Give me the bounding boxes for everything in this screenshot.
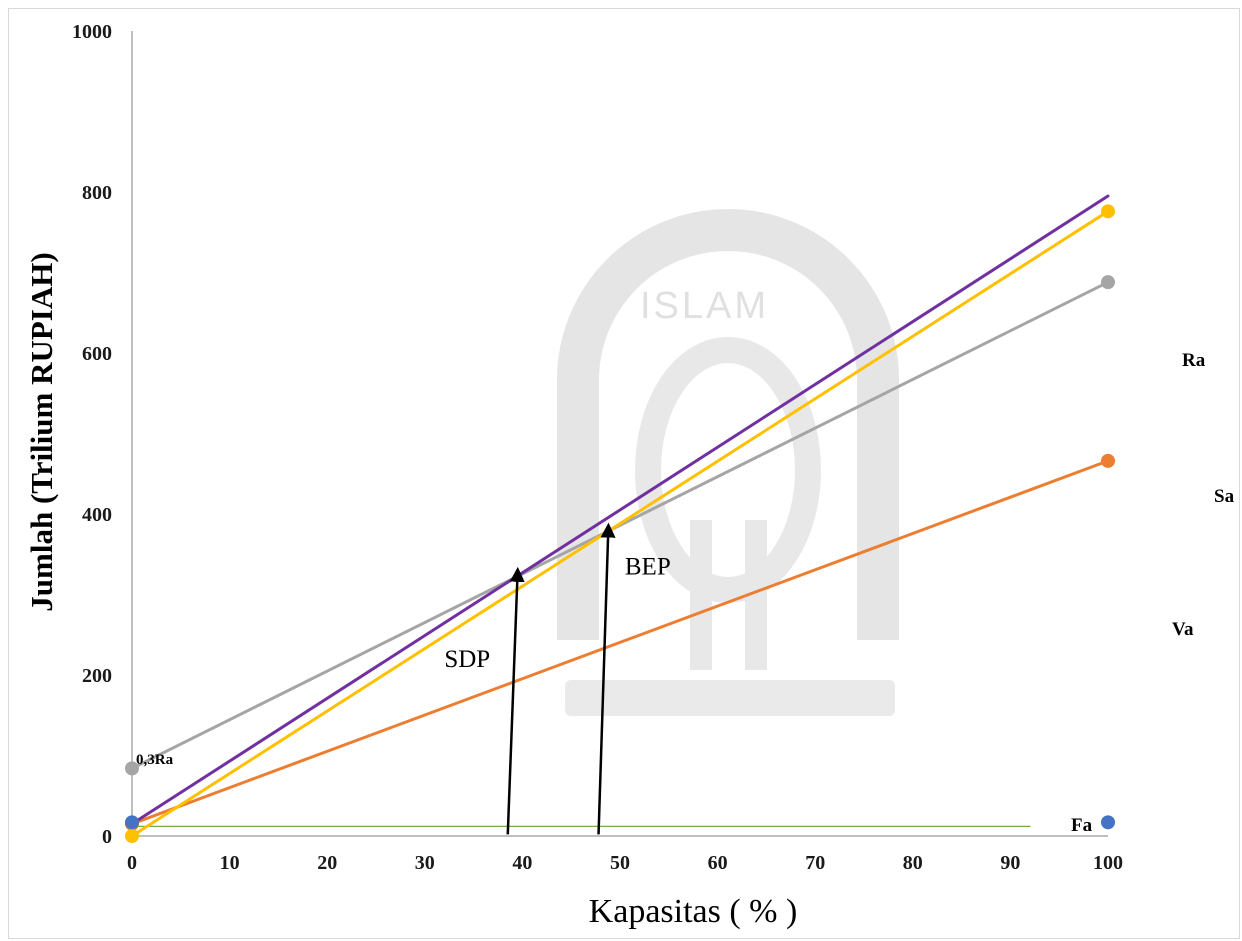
label-fa: Fa [1071,815,1093,836]
x-tick-label: 60 [708,852,728,874]
sdp-arrow [506,566,525,835]
label-0-3ra: 0,3Ra [136,752,174,768]
bep-label: BEP [625,553,671,580]
x-tick-label: 70 [805,852,825,874]
watermark-text: ISLAM [640,285,769,327]
y-tick-label: 200 [82,665,112,687]
sdp-label: SDP [444,646,490,673]
x-axis-title: Kapasitas ( % ) [589,893,798,930]
series-line-sa [130,209,1110,838]
watermark-emblem: ISLAM [557,209,899,716]
y-tick-label: 400 [82,504,112,526]
x-tick-label: 10 [220,852,240,874]
series-point-sa [125,829,139,843]
bep-arrow [597,522,616,835]
series-point-sa [1101,204,1115,219]
x-tick-label: 0 [127,852,137,874]
fa-point [125,815,139,830]
x-tick-label: 90 [1000,852,1020,874]
label-sa: Sa [1214,486,1235,507]
y-tick-label: 0 [102,826,112,848]
x-tick-label: 30 [415,852,435,874]
y-tick-label: 800 [82,182,112,204]
x-tick-label: 100 [1093,852,1123,874]
label-va: Va [1172,619,1194,640]
series-point-0-3ra [1101,275,1115,290]
x-tick-label: 20 [317,852,337,874]
annotation-layer: SDP BEP [444,522,671,835]
label-ra: Ra [1182,350,1206,371]
x-tick-label: 40 [512,852,532,874]
y-axis-title: Jumlah (Trilium RUPIAH) [24,252,59,611]
series-point-va [1101,453,1115,468]
series-point-0-3ra [125,761,139,776]
series-line-ra [130,194,1110,826]
x-tick-label: 50 [610,852,630,874]
y-tick-label: 1000 [72,21,112,43]
fa-point [1101,815,1115,830]
x-tick-label: 80 [903,852,923,874]
y-tick-label: 600 [82,343,112,365]
series-layer [125,194,1115,843]
series-line-va [130,459,1110,826]
